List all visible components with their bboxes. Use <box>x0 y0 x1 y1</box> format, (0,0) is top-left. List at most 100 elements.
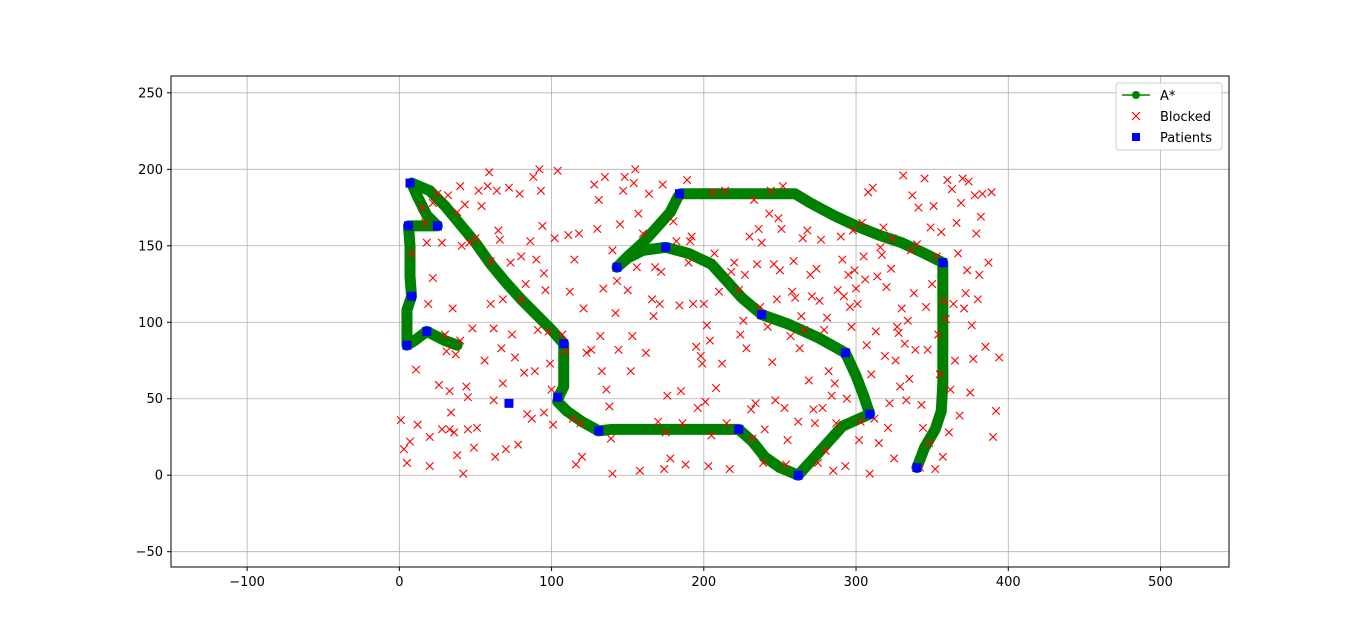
blocked-marker-stroke <box>407 249 416 258</box>
patient-marker <box>757 310 767 320</box>
astar-path-point <box>501 278 510 287</box>
blocked-marker-stroke <box>867 370 876 379</box>
blocked-marker <box>824 367 833 376</box>
blocked-marker-stroke <box>953 249 963 258</box>
blocked-marker-stroke <box>959 304 969 313</box>
blocked-marker <box>705 336 715 345</box>
blocked-marker-stroke <box>696 351 705 361</box>
blocked-marker-stroke <box>521 279 530 289</box>
blocked-marker-stroke <box>909 289 919 298</box>
blocked-marker <box>545 359 555 368</box>
blocked-marker-stroke <box>515 189 524 198</box>
blocked-marker <box>445 425 454 434</box>
blocked-marker <box>816 235 826 244</box>
blocked-marker <box>991 406 1001 416</box>
blocked-marker <box>399 445 409 454</box>
blocked-marker-stroke <box>851 284 861 293</box>
blocked-marker <box>752 259 762 269</box>
blocked-marker <box>859 252 868 261</box>
blocked-marker <box>513 440 523 449</box>
blocked-marker <box>730 258 739 267</box>
blocked-marker <box>751 399 760 408</box>
blocked-marker-stroke <box>859 252 868 261</box>
blocked-marker <box>912 240 922 249</box>
blocked-marker <box>844 270 853 280</box>
blocked-marker-stroke <box>451 350 460 359</box>
blocked-marker-stroke <box>827 391 836 400</box>
blocked-marker <box>822 313 832 322</box>
blocked-marker <box>468 324 477 333</box>
blocked-marker-stroke <box>417 203 427 212</box>
blocked-marker-stroke <box>495 235 505 244</box>
blocked-marker-stroke <box>445 386 454 396</box>
blocked-marker <box>608 469 617 478</box>
blocked-marker-stroke <box>874 438 884 448</box>
blocked-marker <box>829 466 838 475</box>
blocked-marker-stroke <box>615 220 625 229</box>
astar-path-point <box>410 336 419 345</box>
blocked-marker <box>952 218 961 228</box>
blocked-marker <box>407 249 416 258</box>
blocked-marker <box>605 402 614 411</box>
blocked-marker-stroke <box>442 347 451 356</box>
blocked-marker <box>793 417 803 426</box>
blocked-marker <box>437 425 447 434</box>
patient-marker <box>504 398 514 408</box>
blocked-marker-stroke <box>504 183 514 192</box>
blocked-marker <box>918 423 928 432</box>
blocked-marker-stroke <box>932 252 941 261</box>
blocked-marker-stroke <box>469 443 479 452</box>
blocked-marker-stroke <box>448 304 457 313</box>
blocked-marker <box>653 417 663 426</box>
blocked-marker <box>489 396 498 405</box>
blocked-marker <box>873 272 882 281</box>
blocked-marker-stroke <box>804 376 814 385</box>
blocked-marker <box>443 191 453 200</box>
blocked-marker-stroke <box>437 238 447 247</box>
legend-label-astar: A* <box>1160 89 1176 104</box>
blocked-marker-stroke <box>978 189 987 198</box>
blocked-marker-stroke <box>440 330 450 339</box>
blocked-marker-stroke <box>623 285 632 295</box>
blocked-marker <box>813 458 823 468</box>
blocked-marker-stroke <box>656 267 666 276</box>
blocked-marker <box>781 460 791 469</box>
blocked-marker-stroke <box>740 270 750 280</box>
blocked-marker <box>895 382 905 391</box>
blocked-marker <box>484 168 494 177</box>
blocked-marker-stroke <box>889 454 899 463</box>
blocked-marker <box>608 246 617 255</box>
blocked-marker-stroke <box>465 238 474 247</box>
blocked-marker <box>494 226 503 235</box>
blocked-marker-stroke <box>853 299 862 309</box>
blocked-marker-stroke <box>833 285 842 295</box>
blocked-marker <box>879 223 888 232</box>
patient-marker <box>553 392 563 402</box>
blocked-marker <box>564 230 573 240</box>
blocked-marker-stroke <box>749 195 759 205</box>
blocked-marker-stroke <box>678 419 687 428</box>
patient-marker <box>674 189 684 199</box>
blocked-marker <box>620 172 629 182</box>
blocked-marker <box>708 188 718 197</box>
patient-marker <box>403 221 413 231</box>
astar-path-point <box>402 325 411 334</box>
blocked-marker <box>842 394 852 403</box>
blocked-marker-stroke <box>865 469 874 478</box>
blocked-marker-stroke <box>541 285 550 295</box>
astar-path-point <box>937 406 946 415</box>
blocked-marker <box>832 419 841 428</box>
blocked-marker <box>663 391 672 400</box>
blocked-marker <box>576 419 585 428</box>
blocked-marker <box>615 220 625 229</box>
blocked-marker <box>626 367 635 376</box>
blocked-marker-stroke <box>402 458 412 468</box>
blocked-marker-stroke <box>576 419 585 428</box>
blocked-marker-stroke <box>757 238 766 247</box>
astar-path-point <box>748 437 757 446</box>
blocked-marker-stroke <box>809 405 818 414</box>
blocked-marker-stroke <box>847 322 856 332</box>
blocked-marker <box>696 351 705 361</box>
blocked-marker <box>758 458 768 468</box>
blocked-marker <box>889 454 899 463</box>
